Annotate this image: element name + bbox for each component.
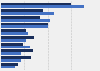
Bar [1,59,21,62]
Bar [1,66,15,68]
Bar [1,19,50,22]
Bar [1,3,71,5]
Bar [1,63,18,66]
Bar [1,25,48,28]
Bar [1,49,33,52]
Bar [1,39,26,42]
Bar [1,12,54,15]
Bar [1,23,48,25]
Bar [1,16,40,19]
Bar [1,32,28,35]
Bar [1,52,20,55]
Bar [1,46,29,48]
Bar [1,36,34,39]
Bar [1,56,31,59]
Bar [1,5,84,8]
Bar [1,9,44,12]
Bar [1,43,23,46]
Bar [1,29,26,32]
